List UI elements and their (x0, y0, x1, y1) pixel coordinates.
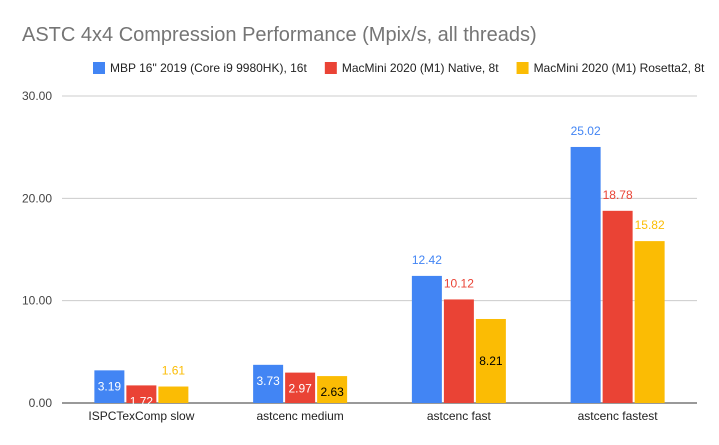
legend-swatch (516, 62, 529, 74)
x-axis-categories: ISPCTexComp slow astcenc medium astcenc fa… (88, 409, 658, 423)
data-label: 2.97 (288, 382, 312, 396)
data-label: 8.21 (479, 354, 503, 368)
data-label: 2.63 (320, 385, 344, 399)
x-category-label: astcenc fast (427, 409, 492, 423)
bars (94, 146, 665, 403)
x-category-label: ISPCTexComp slow (88, 409, 194, 423)
chart-title: ASTC 4x4 Compression Performance (Mpix/s… (22, 24, 537, 46)
data-label: 15.82 (635, 218, 665, 232)
y-tick-label: 10.00 (22, 294, 52, 308)
bar (317, 376, 348, 403)
data-label: 3.73 (256, 374, 280, 388)
bar (411, 275, 442, 403)
bar (126, 385, 157, 403)
data-label: 18.78 (603, 188, 633, 202)
bar (475, 318, 506, 403)
bar (158, 386, 189, 403)
data-label: 12.42 (412, 253, 442, 267)
data-label: 10.12 (444, 276, 474, 290)
gridlines (62, 95, 697, 404)
y-tick-label: 20.00 (22, 191, 52, 205)
y-tick-label: 0.00 (29, 396, 53, 410)
y-tick-label: 30.00 (22, 89, 52, 103)
bar (634, 241, 665, 403)
data-label: 25.02 (571, 124, 601, 138)
y-axis-ticks: 0.00 10.00 20.00 30.00 (22, 89, 52, 410)
data-label: 1.61 (162, 364, 186, 378)
legend-swatch (93, 62, 105, 74)
legend-label: MacMini 2020 (M1) Native, 8t (342, 61, 499, 75)
legend-swatch (324, 62, 337, 74)
bar (443, 299, 474, 403)
data-label: 3.19 (98, 379, 122, 393)
bar (570, 146, 601, 403)
bar (253, 364, 284, 403)
data-label: 1.72 (130, 394, 154, 408)
bar (602, 210, 633, 403)
legend: MBP 16" 2019 (Core i9 9980HK), 16t MacMin… (93, 61, 705, 75)
bar (285, 372, 316, 403)
x-category-label: astcenc fastest (578, 409, 659, 423)
bar (94, 370, 125, 403)
legend-label: MBP 16" 2019 (Core i9 9980HK), 16t (110, 61, 307, 75)
x-category-label: astcenc medium (256, 409, 343, 423)
legend-label: MacMini 2020 (M1) Rosetta2, 8t (534, 61, 705, 75)
